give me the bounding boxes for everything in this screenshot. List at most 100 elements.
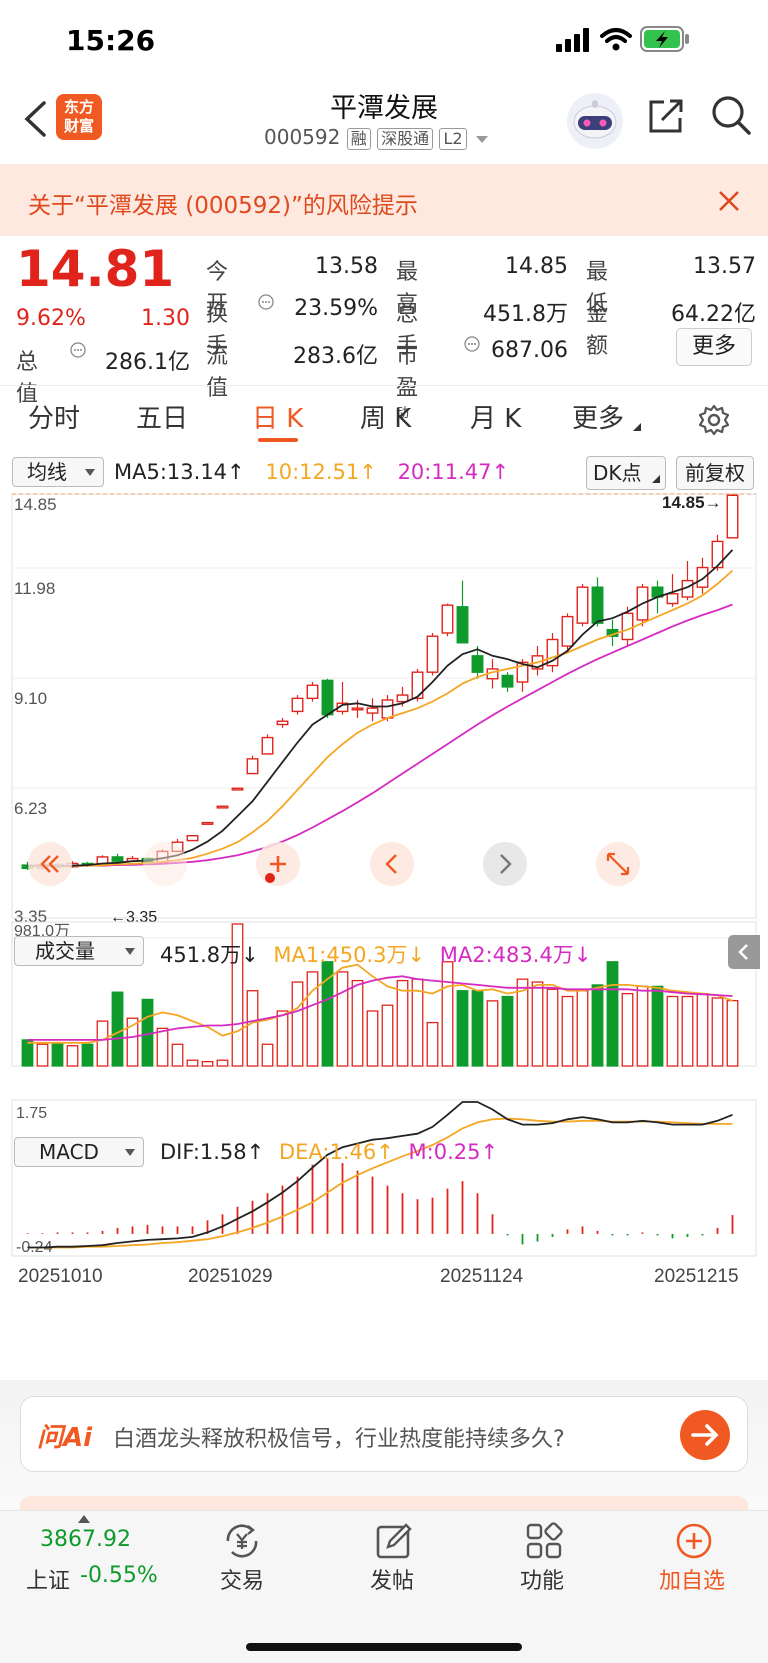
low-marker-value: 3.35 xyxy=(126,909,157,926)
nav-trade[interactable]: 交易 xyxy=(219,1569,264,1594)
macd-select[interactable]: MACD xyxy=(14,1137,144,1167)
ma20-legend: 20:11.47 xyxy=(397,460,492,484)
candle-body xyxy=(576,586,589,624)
adjust-button[interactable]: 前复权 xyxy=(676,456,754,490)
info-icon[interactable] xyxy=(258,294,274,310)
next-card-peek xyxy=(20,1496,748,1510)
period-tabs xyxy=(0,385,768,449)
volume-bar xyxy=(156,1027,169,1067)
robot-assistant-icon[interactable] xyxy=(566,92,624,150)
status-time: 15:26 xyxy=(66,24,156,57)
tag-margin: 融 xyxy=(346,127,371,150)
nav-post[interactable]: 发帖 xyxy=(369,1569,414,1594)
kline-chart[interactable]: 14.85 11.98 9.10 6.23 3.35 14.85→ ←3.35 … xyxy=(0,490,768,1360)
tab-monthly-k[interactable]: 月 K xyxy=(470,404,522,434)
y-label-3: 9.10 xyxy=(14,689,47,708)
metric-label-low: 最低 xyxy=(586,260,609,317)
volume-bar xyxy=(621,992,634,1067)
candle-body xyxy=(321,679,334,716)
candle xyxy=(591,577,604,627)
volume-bar xyxy=(606,961,619,1067)
risk-banner[interactable]: 关于“平潭发展 (000592)”的风险提示 xyxy=(0,164,768,236)
app-logo: 东方财富 xyxy=(56,94,102,140)
index-value[interactable]: 3867.92 xyxy=(40,1527,131,1552)
zoom-out-control[interactable] xyxy=(143,842,187,886)
volume-bar xyxy=(396,979,409,1067)
info-icon[interactable] xyxy=(70,342,86,358)
metric-value-float-value: 283.6亿 xyxy=(293,344,378,369)
dk-point-button[interactable]: DK点 xyxy=(586,456,666,490)
high-marker-value: 14.85 xyxy=(662,493,705,512)
tab-intraday[interactable]: 分时 xyxy=(28,404,81,434)
share-icon[interactable] xyxy=(646,96,686,136)
search-icon[interactable] xyxy=(710,94,752,136)
candle xyxy=(456,580,469,644)
candle-body xyxy=(411,671,424,700)
add-watchlist-icon[interactable] xyxy=(674,1521,714,1561)
cellular-signal-icon xyxy=(556,28,589,52)
volume-bar xyxy=(441,961,454,1067)
ma-select[interactable]: 均线 xyxy=(12,457,104,487)
candle xyxy=(111,853,124,863)
candle-body xyxy=(456,606,469,644)
step-right-control[interactable] xyxy=(483,842,527,886)
candle-body xyxy=(111,856,124,862)
metric-label-pe: 市盈动 xyxy=(396,338,418,431)
arrow-right-icon[interactable] xyxy=(679,1409,731,1461)
close-icon[interactable] xyxy=(718,190,740,212)
macd-legend: DIF:1.58↑ DEA:1.46↑ M:0.25↑ xyxy=(160,1140,499,1164)
up-caret-icon[interactable] xyxy=(78,1515,90,1523)
info-icon[interactable] xyxy=(464,336,480,352)
triangle-icon xyxy=(633,423,641,431)
candle-body xyxy=(366,707,379,714)
volume-bar xyxy=(231,923,244,1067)
candle-body xyxy=(546,638,559,667)
tab-more[interactable]: 更多 xyxy=(572,404,625,434)
stock-code: 000592 xyxy=(264,125,341,149)
functions-grid-icon[interactable] xyxy=(524,1521,564,1561)
volume-bar xyxy=(576,990,589,1067)
risk-banner-text: 关于“平潭发展 (000592)”的风险提示 xyxy=(28,193,418,219)
candle-body xyxy=(441,604,454,634)
candle xyxy=(366,698,379,722)
wifi-icon xyxy=(600,28,632,51)
metric-value-open: 13.58 xyxy=(315,254,378,279)
candle xyxy=(291,695,304,715)
nav-add-watchlist[interactable]: 加自选 xyxy=(658,1569,725,1594)
ai-search-bar[interactable]: 问Ai 白酒龙头释放积极信号，行业热度能持续多久? xyxy=(20,1396,748,1472)
trade-yen-icon[interactable] xyxy=(222,1521,262,1561)
more-button[interactable]: 更多 xyxy=(676,328,752,366)
candle-body xyxy=(426,635,439,673)
metric-value-low: 13.57 xyxy=(693,254,756,279)
volume-select[interactable]: 成交量 xyxy=(14,936,144,966)
macd-dea: DEA:1.46 xyxy=(278,1140,377,1164)
metric-label-turnover: 换手 xyxy=(206,302,229,359)
tab-daily-k[interactable]: 日 K xyxy=(252,404,304,434)
candle-body xyxy=(231,787,244,791)
macd-select-label: MACD xyxy=(39,1140,99,1164)
side-panel-toggle[interactable] xyxy=(728,935,760,969)
volume-bar xyxy=(651,985,664,1067)
ai-prompt: 白酒龙头释放积极信号，行业热度能持续多久? xyxy=(113,1427,565,1452)
settings-gear-icon[interactable] xyxy=(698,404,730,436)
volume-bar xyxy=(546,988,559,1067)
post-edit-icon[interactable] xyxy=(374,1521,414,1561)
candle xyxy=(441,603,454,637)
candle xyxy=(576,583,589,627)
step-left-control[interactable] xyxy=(370,842,414,886)
volume-legend: 451.8万↓ MA1:450.3万↓ MA2:483.4万↓ xyxy=(160,943,592,967)
low-marker-arrow: ← xyxy=(110,909,126,926)
volume-max-label: 981.0万 xyxy=(14,923,70,940)
tab-weekly-k[interactable]: 周 K xyxy=(360,404,412,434)
back-arrow-icon[interactable] xyxy=(22,100,48,138)
candle-body xyxy=(726,494,739,539)
dropdown-caret-icon[interactable] xyxy=(475,134,489,144)
battery-charging-icon xyxy=(640,26,689,52)
candle-body xyxy=(186,834,199,842)
tab-five-day[interactable]: 五日 xyxy=(136,404,189,434)
candle xyxy=(426,632,439,676)
volume-ma1-line xyxy=(27,963,733,1044)
nav-functions[interactable]: 功能 xyxy=(519,1569,564,1594)
candle-body xyxy=(381,699,394,719)
candle-body xyxy=(471,655,484,673)
